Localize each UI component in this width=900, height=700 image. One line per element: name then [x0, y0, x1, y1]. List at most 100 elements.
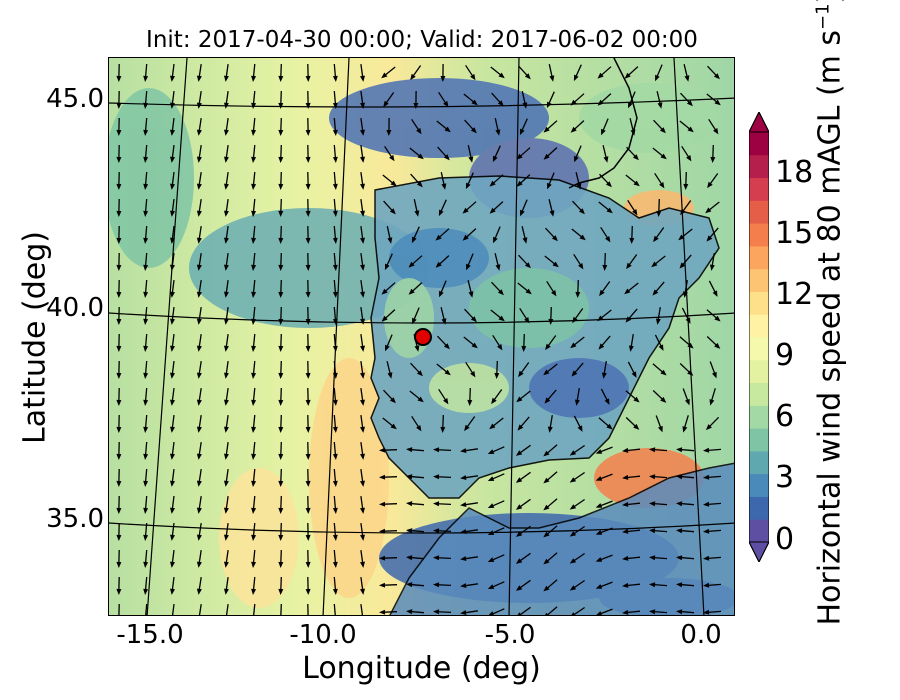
- wind-vector-head: [116, 264, 122, 271]
- wind-vector-head: [196, 426, 202, 433]
- wind-vector-head: [417, 153, 424, 160]
- wind-vector-head: [470, 73, 476, 81]
- wind-vector-head: [703, 528, 710, 534]
- wind-vector-head: [406, 555, 413, 561]
- wind-vector-head: [464, 424, 470, 432]
- wind-vector-head: [709, 399, 715, 406]
- wind-vector-head: [224, 210, 229, 217]
- wind-vector-head: [628, 345, 634, 352]
- wind-vector-head: [332, 237, 338, 244]
- cb-tick-3: 3: [775, 460, 795, 495]
- wind-vector-head: [462, 234, 469, 241]
- wind-vector-head: [143, 534, 149, 541]
- wind-vector-head: [709, 264, 715, 271]
- wind-vector-head: [633, 423, 640, 430]
- wind-vector-head: [360, 588, 365, 595]
- wind-vector-head: [143, 129, 149, 136]
- colorbar-extend-max: [749, 112, 769, 133]
- wind-vector-head: [622, 501, 629, 507]
- wind-vector-head: [515, 585, 523, 591]
- wind-vector-head: [703, 609, 710, 615]
- wind-vector-head: [515, 531, 523, 537]
- wind-vector-head: [332, 156, 338, 163]
- x-tick-0: 0.0: [680, 620, 722, 650]
- y-tick-45: 45.0: [46, 84, 104, 114]
- wind-vector-head: [143, 318, 149, 325]
- wind-vector-head: [435, 234, 442, 241]
- wind-vector-head: [305, 507, 311, 514]
- y-tick-35: 35.0: [46, 504, 104, 534]
- wind-vector-head: [116, 561, 122, 568]
- wind-vector-head: [143, 426, 149, 433]
- wind-vector-head: [278, 156, 284, 163]
- wind-vector-head: [251, 291, 257, 298]
- wind-vector-head: [170, 453, 175, 460]
- wind-vector-head: [251, 156, 257, 163]
- wind-vector-head: [676, 582, 683, 588]
- wind-vector-head: [305, 561, 311, 568]
- wind-vector-head: [624, 72, 631, 79]
- wind-vector-head: [595, 530, 603, 535]
- wind-vector-head: [386, 130, 392, 136]
- wind-vector-head: [360, 372, 365, 379]
- wind-vector-head: [224, 507, 229, 514]
- map-title: Init: 2017-04-30 00:00; Valid: 2017-06-0…: [146, 27, 698, 53]
- wind-vector-head: [543, 450, 550, 457]
- wind-vector-head: [703, 447, 710, 453]
- wind-vector-head: [411, 236, 417, 244]
- wind-vector-head: [573, 74, 579, 82]
- wind-vector-head: [497, 289, 504, 296]
- wind-vector-head: [687, 126, 694, 133]
- colorbar-bin: [749, 382, 769, 406]
- wind-vector-head: [170, 480, 175, 487]
- wind-vector-head: [438, 209, 444, 217]
- wind-vector-head: [332, 480, 338, 487]
- wind-vector-head: [143, 372, 149, 379]
- wind-vector-head: [660, 369, 667, 376]
- wind-vector-head: [224, 156, 229, 163]
- wind-vector-head: [518, 370, 524, 378]
- wind-vector-head: [379, 528, 386, 534]
- wind-vector-head: [332, 561, 338, 568]
- wind-vector-head: [278, 75, 284, 82]
- wind-vector-head: [460, 529, 467, 534]
- wind-vector-head: [516, 153, 523, 160]
- wind-vector-head: [551, 290, 557, 297]
- wind-vector-head: [408, 288, 415, 295]
- wind-vector-head: [414, 345, 420, 352]
- wind-vector-head: [515, 477, 523, 483]
- wind-vector-head: [390, 180, 397, 187]
- wind-vector-head: [170, 426, 175, 433]
- wind-vector-head: [332, 399, 338, 406]
- wind-vector-head: [251, 102, 257, 109]
- wind-vector-head: [360, 507, 365, 514]
- wind-vector-head: [332, 507, 338, 514]
- wind-vector-head: [332, 210, 338, 217]
- wind-vector-head: [543, 126, 550, 133]
- wind-vector-head: [251, 534, 257, 541]
- wind-vector-head: [517, 424, 524, 431]
- wind-vector-head: [574, 399, 580, 406]
- wind-vector-head: [305, 318, 311, 325]
- wind-vector-head: [684, 75, 690, 82]
- wind-vector-head: [278, 426, 284, 433]
- wind-vector-head: [460, 556, 467, 561]
- wind-vector-head: [278, 129, 284, 136]
- wind-vector-head: [406, 447, 413, 453]
- colorbar-bin: [749, 268, 769, 292]
- wind-vector-head: [687, 369, 694, 376]
- wind-vector-head: [491, 397, 497, 405]
- wind-vector-head: [305, 264, 311, 271]
- wind-vector-head: [435, 261, 442, 268]
- wind-vector-head: [433, 582, 440, 588]
- wind-vector-head: [524, 317, 530, 324]
- wind-vector-head: [170, 291, 175, 298]
- wind-vector-head: [630, 129, 636, 136]
- wind-vector-head: [433, 528, 440, 534]
- wind-vector-head: [251, 561, 257, 568]
- wind-vector-head: [360, 480, 365, 487]
- wind-vector-head: [676, 609, 683, 615]
- wind-vector-head: [143, 453, 149, 460]
- wind-vector-head: [251, 129, 257, 136]
- wind-vector-head: [383, 100, 389, 108]
